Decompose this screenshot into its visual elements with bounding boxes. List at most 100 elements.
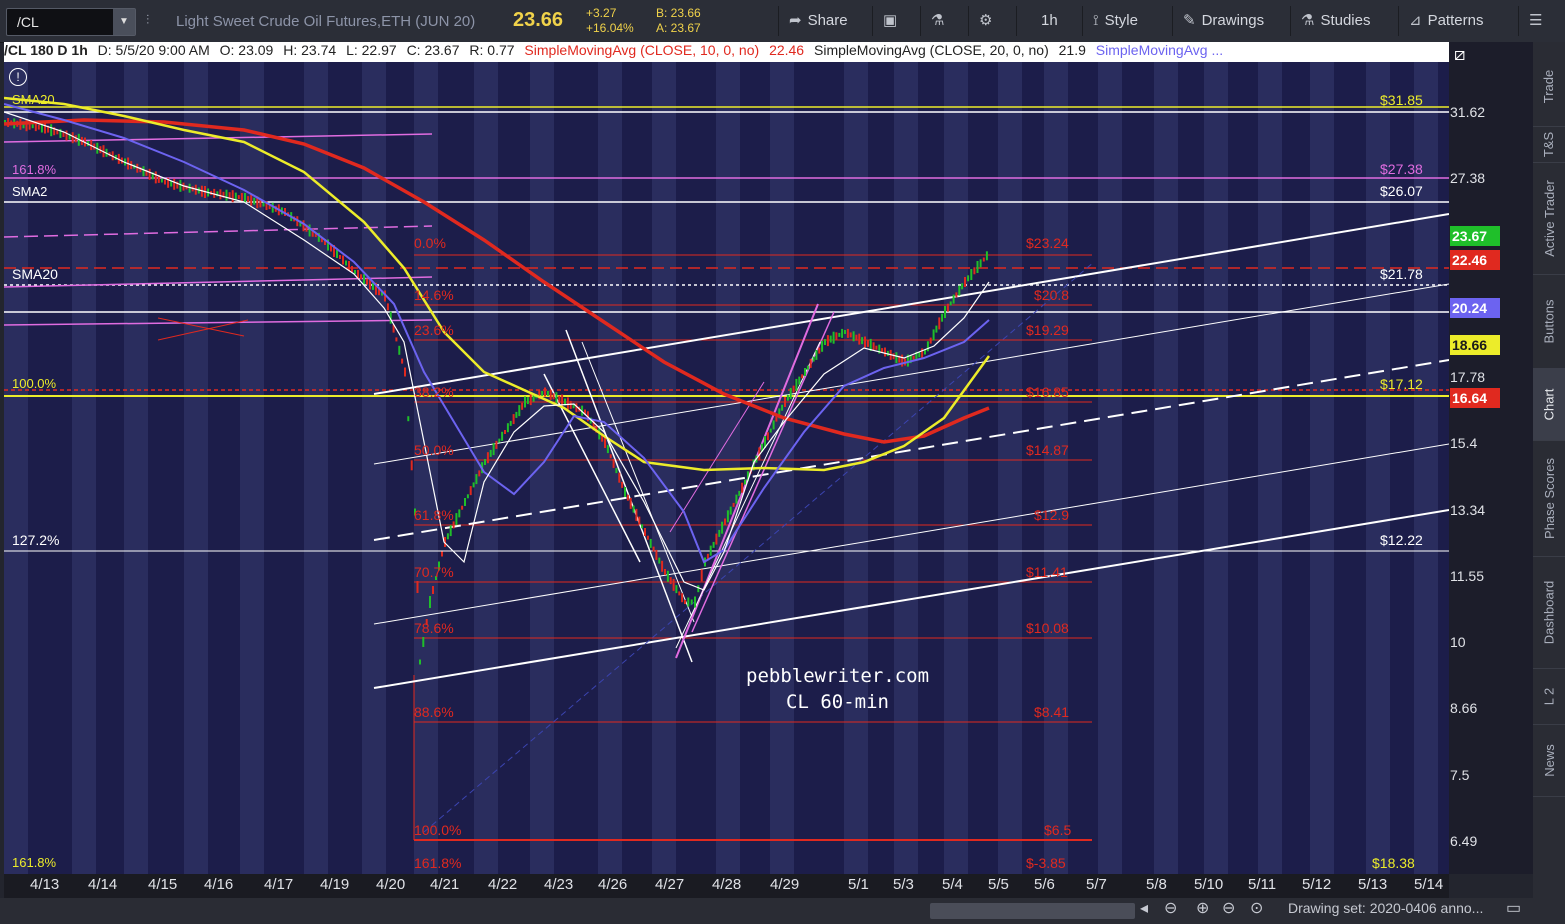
candle xyxy=(327,239,329,251)
symbol-dropdown-icon[interactable]: ▼ xyxy=(113,9,135,35)
studies-button[interactable]: ⚗ Studies xyxy=(1290,6,1401,36)
flask-button[interactable]: ⚗ xyxy=(920,6,977,36)
side-tab-buttons[interactable]: Buttons xyxy=(1533,274,1565,369)
style-button[interactable]: ⟟ Style xyxy=(1082,6,1181,36)
drawing-set-label[interactable]: Drawing set: 2020-0406 anno... xyxy=(1288,900,1484,916)
candle xyxy=(944,306,946,318)
scroll-left-icon[interactable]: ◂ xyxy=(1140,900,1149,917)
x-tick-label: 5/10 xyxy=(1194,876,1224,893)
timeframe-button[interactable]: 1h xyxy=(1016,6,1103,36)
candle xyxy=(724,518,726,526)
candle xyxy=(449,525,452,537)
x-tick-label: 4/23 xyxy=(544,876,574,893)
candle xyxy=(518,405,521,417)
settings-button[interactable]: ⚙ xyxy=(968,6,1025,36)
link-icon[interactable]: ⫶ xyxy=(146,12,150,27)
candle xyxy=(44,122,46,134)
candle xyxy=(672,578,675,591)
candle xyxy=(185,185,188,190)
price-axis[interactable] xyxy=(1449,42,1533,874)
candle xyxy=(247,196,250,203)
fib-price: $20.8 xyxy=(1034,287,1070,303)
candle xyxy=(792,385,795,393)
fib-price: $12.9 xyxy=(1034,507,1070,523)
side-tab-trade[interactable]: Trade xyxy=(1533,46,1565,127)
patterns-button[interactable]: ⊿ Patterns xyxy=(1398,6,1519,36)
info-icon[interactable]: ! xyxy=(9,68,27,86)
scroll-thumb[interactable] xyxy=(930,903,1135,919)
candle xyxy=(416,581,419,593)
zoom-in-icon[interactable]: ⊕ xyxy=(1196,900,1210,917)
drawings-button[interactable]: ✎ Drawings xyxy=(1172,6,1291,36)
side-tab-news[interactable]: News xyxy=(1533,724,1565,797)
sma50-label[interactable]: SimpleMovingAvg ... xyxy=(1095,42,1224,58)
candle xyxy=(375,282,377,295)
candle xyxy=(259,199,262,208)
fib-pct: 88.6% xyxy=(414,704,454,720)
fib-pct: 100.0% xyxy=(414,822,462,838)
candle xyxy=(544,387,546,397)
sma10-label[interactable]: SimpleMovingAvg (CLOSE, 10, 0, no) xyxy=(524,42,760,58)
symbol-input[interactable]: /CL ▼ xyxy=(6,8,136,36)
candle xyxy=(284,208,286,216)
candle xyxy=(151,172,154,180)
scroll-bar[interactable] xyxy=(0,898,1533,924)
fib-price: $23.24 xyxy=(1026,235,1069,251)
zoom-out-icon[interactable]: ⊖ xyxy=(1222,900,1236,917)
time-axis[interactable] xyxy=(4,874,1449,898)
side-tab-l-2[interactable]: L 2 xyxy=(1533,668,1565,725)
candle xyxy=(772,420,775,430)
zoom-reset-icon[interactable]: ⊙ xyxy=(1250,900,1264,917)
session-band xyxy=(184,62,208,874)
candle xyxy=(176,181,179,189)
side-tab-t-s[interactable]: T&S xyxy=(1533,126,1565,163)
candle xyxy=(895,352,898,364)
fib-pct: 23.6% xyxy=(414,322,454,338)
x-tick-label: 4/15 xyxy=(148,876,178,893)
candle xyxy=(921,348,924,359)
x-tick-label: 5/12 xyxy=(1302,876,1332,893)
cursor-icon[interactable]: ⊖ xyxy=(1164,900,1178,917)
side-tab-phase-scores[interactable]: Phase Scores xyxy=(1533,440,1565,557)
price-badge: 18.66 xyxy=(1450,335,1500,355)
candle xyxy=(389,311,392,324)
share-label: Share xyxy=(807,12,848,29)
candle xyxy=(425,619,428,625)
candle xyxy=(407,416,410,422)
candle xyxy=(915,351,918,361)
side-tab-chart[interactable]: Chart xyxy=(1533,368,1565,441)
snapshot-button[interactable]: ▣ xyxy=(872,6,929,36)
change-percent: +16.04% xyxy=(586,21,634,35)
side-tab-dashboard[interactable]: Dashboard xyxy=(1533,556,1565,669)
fib-161-left: 161.8% xyxy=(12,162,57,177)
candle xyxy=(675,585,678,594)
menu-button[interactable]: ☰ xyxy=(1518,6,1565,36)
y-tick-label: 31.62 xyxy=(1450,104,1486,120)
candle xyxy=(50,124,53,137)
candle xyxy=(635,508,638,521)
candle xyxy=(244,193,246,203)
share-button[interactable]: ➦ Share xyxy=(778,6,881,36)
session-band xyxy=(894,62,918,874)
candle xyxy=(492,443,495,456)
sma50-line xyxy=(4,103,990,564)
collapse-icon[interactable]: ▭ xyxy=(1506,900,1522,917)
candle xyxy=(466,494,469,499)
side-tab-active-trader[interactable]: Active Trader xyxy=(1533,162,1565,275)
fib-pct: 50.0% xyxy=(414,442,454,458)
candle xyxy=(718,529,721,537)
fib-pct: 38.2% xyxy=(414,384,454,400)
header-date: D: 5/5/20 9:00 AM xyxy=(97,42,210,58)
chart-canvas[interactable] xyxy=(4,42,1449,874)
candle xyxy=(478,470,481,477)
axis-scale-icon[interactable]: ⧄ xyxy=(1454,44,1466,64)
candle xyxy=(700,569,703,582)
fibonacci-retracement xyxy=(413,254,1092,841)
candle xyxy=(333,245,335,257)
candle xyxy=(806,365,809,370)
sma20-label[interactable]: SimpleMovingAvg (CLOSE, 20, 0, no) xyxy=(814,42,1049,58)
candle xyxy=(302,220,305,232)
candle xyxy=(179,179,182,192)
candle xyxy=(795,378,798,391)
top-left-overlap-label: SMA20 xyxy=(12,92,55,107)
